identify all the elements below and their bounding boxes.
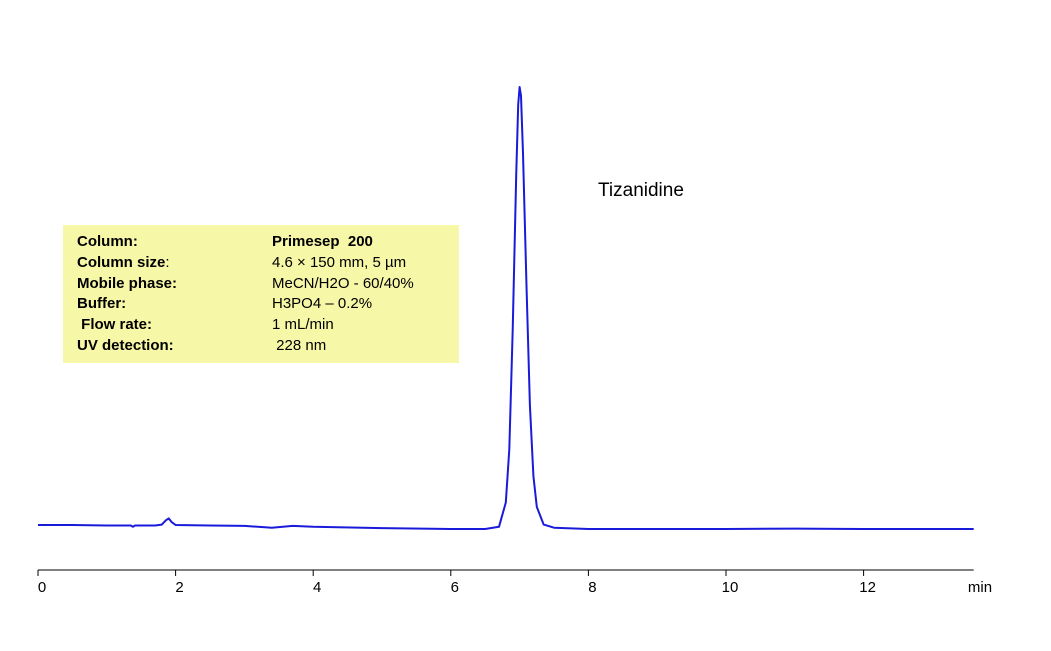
x-tick-label: 8 (588, 579, 596, 596)
x-tick-label: 6 (451, 579, 459, 596)
x-tick-label: 4 (313, 579, 321, 596)
condition-value: 228 nm (272, 337, 327, 354)
conditions-box: Column: Primesep 200 Column size: 4.6 × … (63, 225, 459, 363)
chromatogram-trace (38, 86, 974, 530)
condition-label: Column size (77, 254, 166, 271)
condition-label: Buffer: (77, 295, 127, 312)
x-tick-label: 0 (38, 579, 46, 596)
condition-value: Primesep 200 (272, 233, 373, 250)
condition-label: Column: (77, 233, 138, 250)
condition-label: Flow rate: (77, 316, 153, 333)
condition-label: UV detection: (77, 337, 174, 354)
condition-value: MeCN/H2O - 60/40% (272, 275, 414, 292)
x-tick-label: 12 (859, 579, 876, 596)
x-axis: 0 2 4 6 8 10 12 min (37, 569, 992, 596)
condition-value: 4.6 × 150 mm, 5 µm (272, 254, 407, 271)
x-tick-label: 10 (722, 579, 739, 596)
condition-value: H3PO4 – 0.2% (272, 295, 373, 312)
peak-label-tizanidine: Tizanidine (598, 180, 684, 201)
condition-label: Mobile phase: (77, 275, 178, 292)
condition-value: 1 mL/min (272, 316, 334, 333)
condition-label-wrapper: Column size: (77, 253, 170, 273)
x-axis-unit-label: min (968, 579, 992, 596)
condition-label-suffix: : (165, 254, 170, 271)
x-tick-label: 2 (175, 579, 183, 596)
